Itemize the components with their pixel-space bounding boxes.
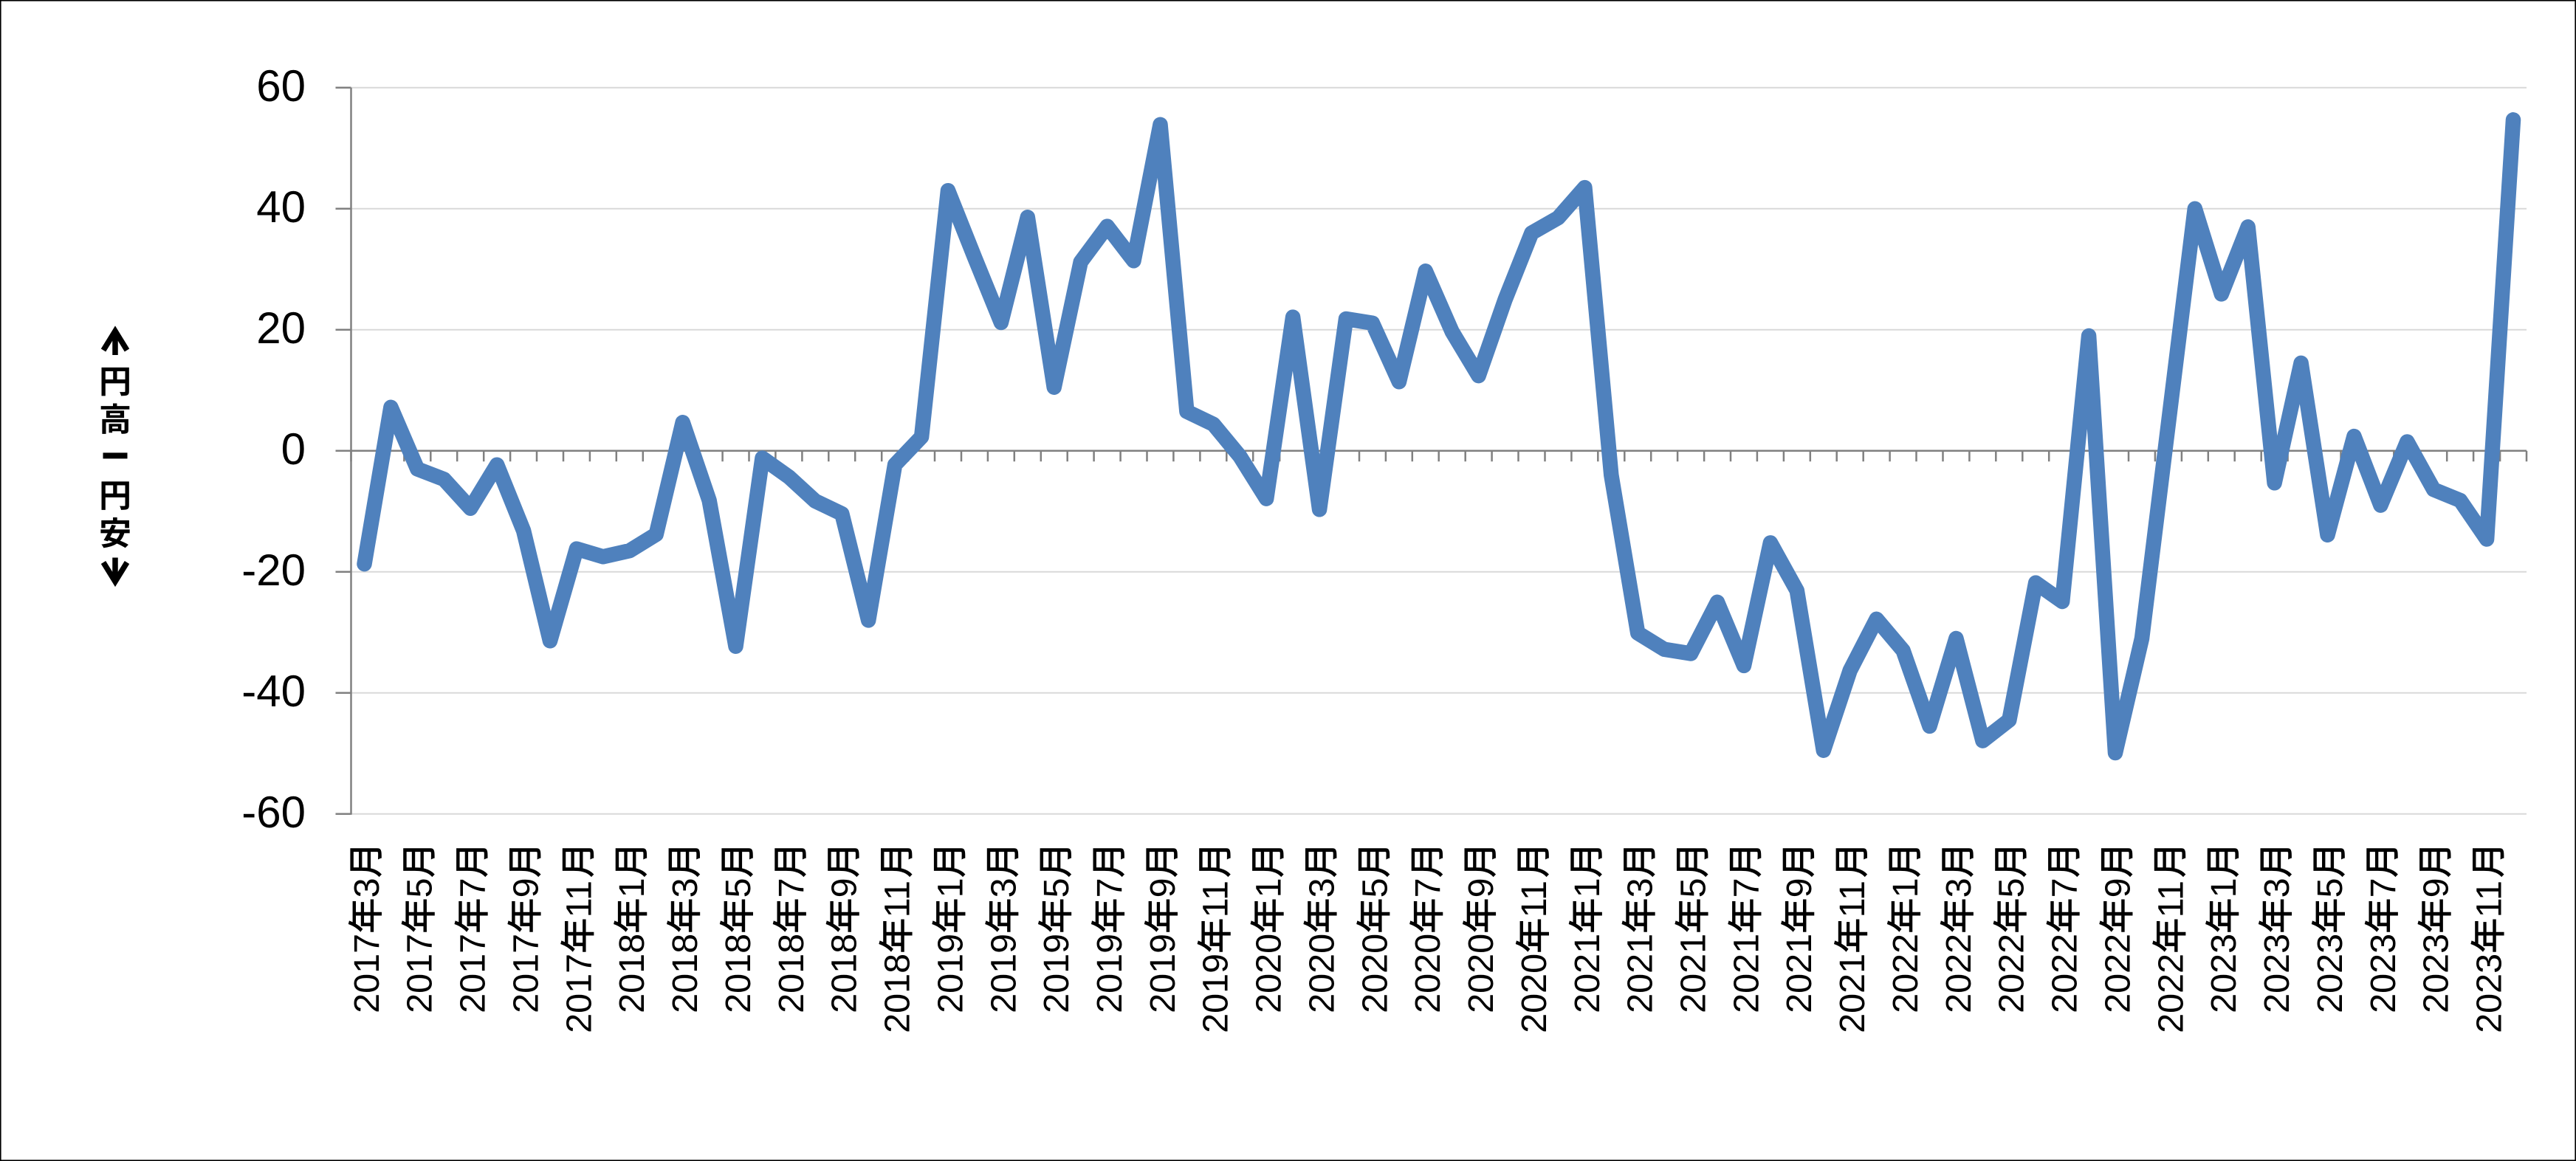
svg-text:2022: 2022 [2045, 934, 2085, 1013]
svg-text:2020: 2020 [1302, 934, 1342, 1013]
svg-text:2019: 2019 [1196, 954, 1236, 1033]
svg-text:2020: 2020 [1249, 934, 1289, 1013]
svg-text:2017: 2017 [559, 954, 599, 1033]
svg-text:2021: 2021 [1621, 934, 1660, 1013]
svg-text:9: 9 [1779, 878, 1819, 898]
svg-text:2017: 2017 [400, 934, 440, 1013]
svg-text:7: 7 [1408, 878, 1448, 898]
svg-text:5: 5 [1992, 878, 2032, 898]
svg-text:7: 7 [453, 878, 493, 898]
svg-text:1: 1 [2204, 878, 2244, 898]
svg-text:-60: -60 [241, 788, 306, 837]
svg-text:2019: 2019 [1090, 934, 1130, 1013]
svg-text:9: 9 [1143, 878, 1183, 898]
svg-text:1: 1 [1567, 878, 1607, 898]
svg-text:9: 9 [2098, 878, 2137, 898]
svg-text:2019: 2019 [1143, 934, 1183, 1013]
svg-text:2022: 2022 [1886, 934, 1926, 1013]
svg-text:2023: 2023 [2310, 934, 2350, 1013]
svg-text:2019: 2019 [983, 934, 1023, 1013]
svg-text:2017: 2017 [347, 934, 387, 1013]
svg-text:11: 11 [1514, 881, 1554, 917]
svg-text:7: 7 [1726, 878, 1766, 898]
svg-text:60: 60 [256, 61, 306, 111]
svg-text:9: 9 [1461, 878, 1501, 898]
svg-text:1: 1 [1886, 878, 1926, 898]
svg-text:9: 9 [825, 878, 865, 898]
svg-text:11: 11 [1196, 881, 1236, 917]
svg-text:7: 7 [2363, 878, 2403, 898]
svg-text:5: 5 [718, 878, 758, 898]
svg-text:3: 3 [665, 878, 705, 898]
svg-text:2019: 2019 [930, 934, 970, 1013]
svg-text:3: 3 [983, 878, 1023, 898]
svg-text:2022: 2022 [1939, 934, 1979, 1013]
svg-text:2022: 2022 [1992, 934, 2032, 1013]
svg-text:2021: 2021 [1674, 934, 1714, 1013]
svg-text:2017: 2017 [506, 934, 546, 1013]
svg-text:20: 20 [256, 303, 306, 353]
svg-text:9: 9 [2417, 878, 2456, 898]
svg-text:11: 11 [1833, 881, 1872, 917]
svg-text:2018: 2018 [878, 954, 918, 1033]
svg-text:2023: 2023 [2363, 934, 2403, 1013]
svg-text:40: 40 [256, 182, 306, 232]
svg-text:2018: 2018 [772, 934, 811, 1013]
svg-text:2018: 2018 [665, 934, 705, 1013]
svg-text:5: 5 [1355, 878, 1395, 898]
svg-text:2022: 2022 [2151, 954, 2191, 1033]
svg-text:1: 1 [1249, 878, 1289, 898]
svg-text:3: 3 [347, 878, 387, 898]
svg-text:5: 5 [1037, 878, 1076, 898]
svg-text:11: 11 [2470, 881, 2510, 917]
svg-text:2023: 2023 [2470, 954, 2510, 1033]
svg-text:2018: 2018 [718, 934, 758, 1013]
svg-text:-20: -20 [241, 545, 306, 595]
svg-text:9: 9 [506, 878, 546, 898]
svg-text:2020: 2020 [1514, 954, 1554, 1033]
svg-text:3: 3 [1939, 878, 1979, 898]
svg-text:0: 0 [281, 424, 306, 474]
svg-text:5: 5 [400, 878, 440, 898]
svg-text:2022: 2022 [2098, 934, 2137, 1013]
svg-text:5: 5 [2310, 878, 2350, 898]
svg-text:2021: 2021 [1833, 954, 1872, 1033]
svg-text:2021: 2021 [1779, 934, 1819, 1013]
svg-text:11: 11 [559, 881, 599, 917]
svg-text:2019: 2019 [1037, 934, 1076, 1013]
svg-text:2021: 2021 [1726, 934, 1766, 1013]
svg-text:1: 1 [612, 878, 652, 898]
svg-text:5: 5 [1674, 878, 1714, 898]
svg-text:11: 11 [2151, 881, 2191, 917]
svg-text:2021: 2021 [1567, 934, 1607, 1013]
svg-text:2023: 2023 [2257, 934, 2297, 1013]
svg-text:11: 11 [878, 881, 918, 917]
svg-text:2018: 2018 [825, 934, 865, 1013]
svg-text:2017: 2017 [453, 934, 493, 1013]
svg-text:2018: 2018 [612, 934, 652, 1013]
svg-text:3: 3 [2257, 878, 2297, 898]
svg-text:2020: 2020 [1461, 934, 1501, 1013]
svg-text:2023: 2023 [2204, 934, 2244, 1013]
svg-text:7: 7 [772, 878, 811, 898]
svg-text:1: 1 [930, 878, 970, 898]
svg-text:2023: 2023 [2417, 934, 2456, 1013]
svg-text:3: 3 [1621, 878, 1660, 898]
svg-text:-40: -40 [241, 666, 306, 716]
svg-text:7: 7 [2045, 878, 2085, 898]
svg-text:2020: 2020 [1408, 934, 1448, 1013]
svg-text:7: 7 [1090, 878, 1130, 898]
svg-text:2020: 2020 [1355, 934, 1395, 1013]
svg-text:3: 3 [1302, 878, 1342, 898]
